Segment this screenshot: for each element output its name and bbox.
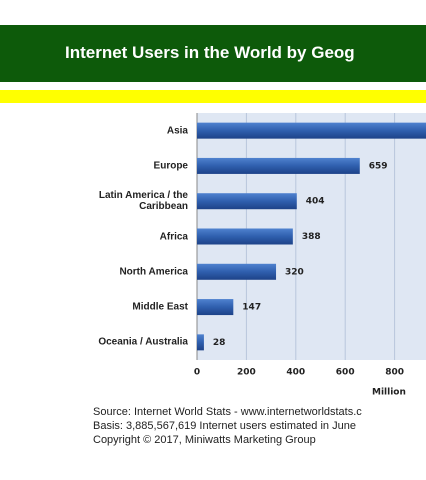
- x-tick-label: 800: [385, 368, 404, 378]
- x-axis-label: Million: [372, 388, 406, 398]
- stripe: [0, 90, 426, 103]
- value-label: 388: [302, 232, 321, 242]
- y-tick-label: Europe: [153, 160, 188, 172]
- bar: [197, 193, 297, 210]
- y-tick-label: Latin America / the Caribbean: [98, 190, 188, 213]
- note: Copyright © 2017, Miniwatts Marketing Gr…: [93, 434, 316, 446]
- notes: Source: Internet World Stats - www.inter…: [93, 405, 426, 447]
- bar: [197, 299, 234, 316]
- bar: [197, 122, 426, 139]
- x-tick-label: 200: [237, 368, 256, 378]
- value-label: 147: [242, 303, 261, 313]
- header-bar: Internet Users in the World by Geog: [0, 25, 426, 82]
- chart-title: Internet Users in the World by Geog: [65, 43, 355, 62]
- y-tick-label: Middle East: [132, 301, 188, 313]
- note: Source: Internet World Stats - www.inter…: [93, 406, 362, 418]
- value-label: 28: [213, 338, 226, 348]
- value-label: 320: [285, 267, 304, 277]
- x-tick-label: 0: [194, 368, 200, 378]
- y-tick-label: Africa: [159, 231, 188, 242]
- bar: [197, 334, 204, 351]
- bar: [197, 157, 360, 174]
- y-tick-label: North America: [119, 266, 188, 278]
- note: Basis: 3,885,567,619 Internet users esti…: [93, 420, 356, 432]
- bar: [197, 263, 277, 280]
- chart: 0200400600800Million18746594043883201472…: [194, 113, 426, 398]
- bar: [197, 228, 293, 245]
- value-label: 404: [306, 197, 325, 207]
- y-tick-label: Oceania / Australia: [98, 336, 188, 348]
- y-tick-label: Asia: [166, 125, 188, 137]
- x-tick-label: 600: [336, 368, 355, 378]
- value-label: 659: [369, 161, 388, 171]
- x-tick-label: 400: [286, 368, 305, 378]
